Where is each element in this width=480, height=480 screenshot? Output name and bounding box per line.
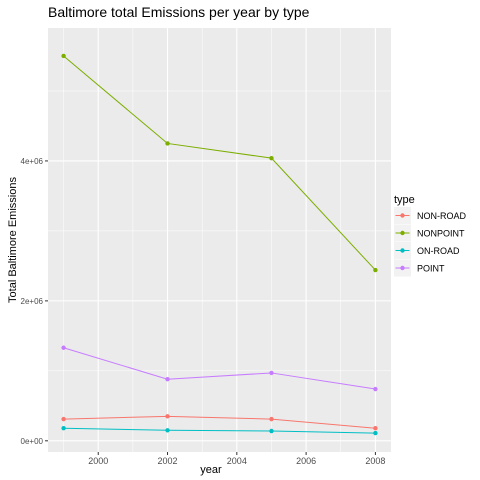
y-tick-label: 4e+06 bbox=[21, 157, 44, 166]
legend-label: NONPOINT bbox=[417, 229, 465, 239]
legend: type NON-ROAD NONPOINT ON-ROAD POINT bbox=[394, 194, 466, 277]
series-point-point bbox=[165, 377, 170, 382]
y-tick-label: 2e+06 bbox=[21, 297, 44, 306]
series-line-nonpoint bbox=[63, 55, 376, 271]
x-tick-label: 2004 bbox=[227, 456, 247, 466]
series-point-nonpoint bbox=[165, 141, 170, 146]
grid-minor bbox=[48, 28, 391, 452]
chart-title: Baltimore total Emissions per year by ty… bbox=[48, 4, 310, 20]
legend-key-point bbox=[400, 230, 405, 236]
series-line-point bbox=[63, 347, 376, 390]
y-tick-label: 0e+00 bbox=[21, 437, 44, 446]
series-point-on-road bbox=[61, 426, 66, 431]
legend-key-point bbox=[400, 248, 405, 253]
series-point-nonpoint bbox=[61, 53, 66, 59]
legend-label: ON-ROAD bbox=[417, 246, 460, 256]
series-point-non-road bbox=[269, 416, 274, 422]
x-tick-label: 2008 bbox=[365, 456, 385, 466]
legend-title: type bbox=[394, 194, 415, 206]
series-line-on-road bbox=[63, 427, 376, 434]
series-point-on-road bbox=[269, 428, 274, 434]
series-point-point bbox=[269, 370, 274, 376]
series-point-point bbox=[373, 386, 378, 392]
series-point-on-road bbox=[165, 428, 170, 433]
legend-label: POINT bbox=[417, 264, 445, 274]
x-tick-label: 2000 bbox=[88, 456, 108, 466]
axes-layer: 2000 2002 2004 2006 2008 0e+00 2e+06 4e+06 bbox=[21, 157, 386, 466]
series-point-non-road bbox=[61, 416, 66, 422]
series-line-non-road bbox=[63, 415, 376, 429]
series-point-nonpoint bbox=[373, 267, 378, 273]
series-layer bbox=[61, 53, 378, 436]
legend-key-point bbox=[400, 265, 405, 271]
plot-panel bbox=[48, 28, 391, 452]
x-tick-label: 2006 bbox=[296, 456, 316, 466]
series-point-point bbox=[61, 345, 66, 350]
series-point-on-road bbox=[373, 430, 378, 436]
x-tick-label: 2002 bbox=[158, 456, 178, 466]
legend-key-point bbox=[400, 213, 405, 218]
series-point-nonpoint bbox=[269, 155, 274, 161]
y-axis-title: Total Baltimore Emissions bbox=[7, 177, 19, 303]
series-point-non-road bbox=[165, 414, 170, 419]
series-point-non-road bbox=[373, 426, 378, 431]
legend-label: NON-ROAD bbox=[417, 211, 466, 221]
x-axis-title: year bbox=[200, 464, 222, 476]
